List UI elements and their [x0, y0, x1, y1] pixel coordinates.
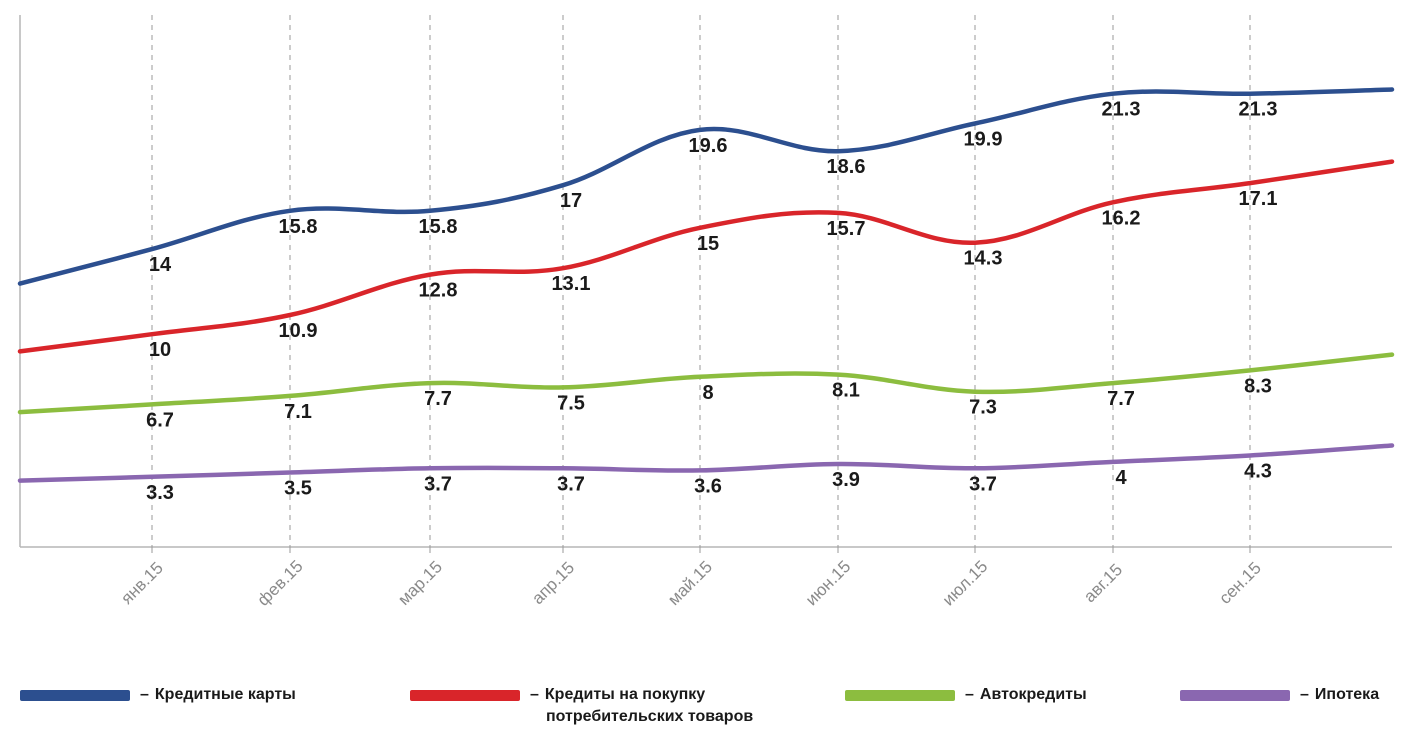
- data-label-credit-cards-4: 17: [560, 190, 582, 212]
- data-label-credit-cards-2: 15.8: [279, 216, 318, 238]
- data-label-consumer-loans-3: 12.8: [419, 280, 458, 302]
- data-label-credit-cards-1: 14: [149, 254, 172, 276]
- x-tick-label-9: сен.15: [1215, 558, 1264, 607]
- series-line-credit-cards: [17, 87, 1395, 286]
- data-label-mortgage-7: 3.7: [969, 473, 997, 495]
- series-line-consumer-loans: [17, 159, 1395, 354]
- data-label-auto-loans-9: 8.3: [1244, 375, 1272, 397]
- x-tick-label-5: май.15: [664, 557, 716, 609]
- x-tick-label-2: фев.15: [254, 557, 307, 610]
- series-line-auto-loans: [17, 352, 1395, 415]
- legend-swatch-mortgage: [1180, 690, 1290, 701]
- data-label-mortgage-9: 4.3: [1244, 460, 1272, 482]
- data-label-consumer-loans-9: 17.1: [1239, 188, 1278, 210]
- x-tick-label-1: янв.15: [117, 558, 167, 608]
- legend-item-consumer-loans: – Кредиты на покупку потребительских това…: [410, 684, 753, 728]
- data-label-mortgage-1: 3.3: [146, 482, 174, 504]
- data-label-mortgage-4: 3.7: [557, 473, 585, 495]
- data-label-mortgage-5: 3.6: [694, 475, 722, 497]
- data-label-credit-cards-6: 18.6: [827, 156, 866, 178]
- data-label-consumer-loans-8: 16.2: [1102, 207, 1141, 229]
- data-label-consumer-loans-7: 14.3: [964, 248, 1003, 270]
- x-tick-label-8: авг.15: [1080, 560, 1126, 606]
- data-label-mortgage-6: 3.9: [832, 469, 860, 491]
- x-tick-label-6: июн.15: [802, 557, 855, 610]
- data-label-mortgage-3: 3.7: [424, 473, 452, 495]
- legend-label-credit-cards: – Кредитные карты: [140, 686, 296, 703]
- data-label-credit-cards-7: 19.9: [964, 129, 1003, 151]
- data-label-mortgage-8: 4: [1115, 467, 1127, 489]
- legend-item-auto-loans: – Автокредиты: [845, 684, 1087, 706]
- legend-label-mortgage: – Ипотека: [1300, 686, 1380, 703]
- data-label-auto-loans-3: 7.7: [424, 388, 452, 410]
- legend-label-auto-loans: – Автокредиты: [965, 686, 1087, 703]
- data-label-auto-loans-1: 6.7: [146, 409, 174, 431]
- x-tick-label-4: апр.15: [528, 558, 578, 608]
- data-label-consumer-loans-5: 15: [697, 233, 719, 255]
- x-tick-label-7: июл.15: [939, 557, 992, 610]
- legend-label-consumer-loans: – Кредиты на покупку потребительских това…: [530, 686, 754, 725]
- data-label-auto-loans-5: 8: [702, 382, 713, 404]
- data-label-auto-loans-8: 7.7: [1107, 388, 1135, 410]
- data-label-auto-loans-2: 7.1: [284, 401, 312, 423]
- x-tick-label-3: мар.15: [394, 557, 446, 609]
- data-label-credit-cards-5: 19.6: [689, 135, 728, 157]
- data-label-mortgage-2: 3.5: [284, 478, 312, 500]
- data-label-credit-cards-9: 21.3: [1239, 99, 1278, 121]
- legend-swatch-auto-loans: [845, 690, 955, 701]
- data-label-consumer-loans-2: 10.9: [279, 320, 318, 342]
- data-label-consumer-loans-6: 15.7: [827, 218, 866, 240]
- data-label-auto-loans-7: 7.3: [969, 397, 997, 419]
- legend-swatch-consumer-loans: [410, 690, 520, 701]
- line-chart: янв.15 фев.15 мар.15 апр.15 май.15 июн.15 июл.…: [17, 15, 1395, 610]
- data-label-consumer-loans-4: 13.1: [552, 273, 591, 295]
- series-line-mortgage: [17, 443, 1395, 483]
- data-label-credit-cards-3: 15.8: [419, 216, 458, 238]
- data-label-consumer-loans-1: 10: [149, 339, 171, 361]
- data-label-auto-loans-4: 7.5: [557, 392, 585, 414]
- legend-item-credit-cards: – Кредитные карты: [20, 684, 296, 706]
- data-label-credit-cards-8: 21.3: [1102, 99, 1141, 121]
- legend-item-mortgage: – Ипотека: [1180, 684, 1379, 706]
- legend-swatch-credit-cards: [20, 690, 130, 701]
- data-label-auto-loans-6: 8.1: [832, 380, 860, 402]
